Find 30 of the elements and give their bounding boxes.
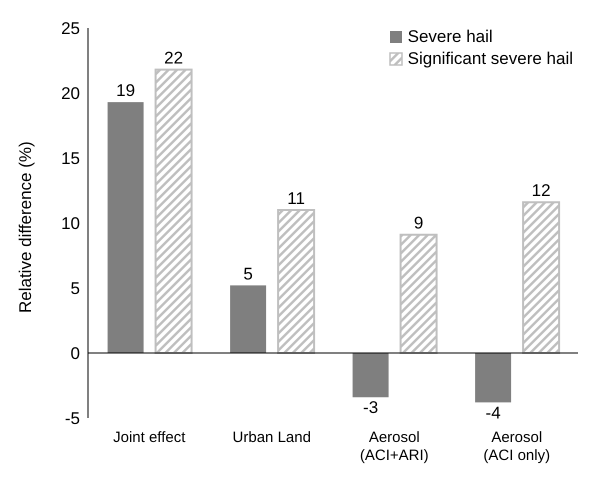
- x-tick-label: Urban Land: [232, 429, 311, 446]
- y-tick-label: 25: [61, 19, 80, 38]
- data-label: 5: [243, 264, 253, 284]
- bar: [154, 68, 193, 354]
- bar: [475, 353, 512, 402]
- y-tick-label: 5: [70, 279, 80, 298]
- data-label: 19: [116, 81, 136, 100]
- x-tick-label: Aerosol (ACI+ARI): [360, 429, 429, 464]
- y-tick-label: 20: [61, 84, 80, 104]
- data-label: -4: [486, 403, 501, 422]
- data-label: 11: [287, 189, 305, 208]
- bar: [522, 201, 560, 354]
- legend-label: Significant severe hail: [408, 48, 573, 70]
- y-axis-title: Relative difference (%): [16, 141, 36, 313]
- y-tick-label: 15: [61, 149, 80, 168]
- data-label: 12: [532, 181, 551, 200]
- y-tick-label: 10: [61, 214, 80, 234]
- data-label: -3: [363, 398, 378, 418]
- x-tick-label: Aerosol (ACI only): [483, 429, 550, 464]
- y-tick-label: 0: [70, 344, 80, 364]
- bar: [277, 209, 316, 354]
- bar: [230, 285, 266, 353]
- bar: [352, 353, 389, 398]
- data-label: 9: [414, 214, 424, 233]
- legend-label: Severe hail: [408, 26, 493, 48]
- bar: [400, 234, 438, 354]
- bar: [108, 102, 144, 353]
- y-tick-label: -5: [64, 409, 80, 428]
- data-label: 22: [164, 48, 184, 68]
- x-tick-label: Joint effect: [113, 429, 186, 446]
